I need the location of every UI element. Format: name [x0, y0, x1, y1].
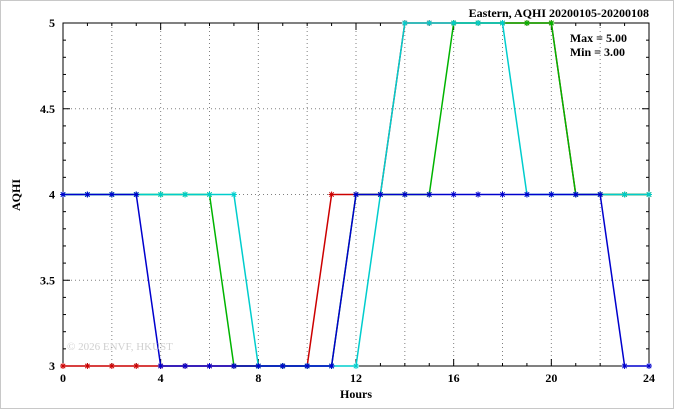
- svg-text:8: 8: [255, 371, 261, 385]
- svg-text:4: 4: [49, 188, 55, 202]
- svg-text:12: 12: [350, 371, 362, 385]
- annotation-min: Min = 3.00: [569, 45, 625, 59]
- svg-text:24: 24: [643, 371, 655, 385]
- svg-text:20: 20: [545, 371, 557, 385]
- x-tick-labels: 0 4 8 12 16 20 24: [60, 371, 655, 385]
- x-axis-title: Hours: [339, 387, 372, 401]
- svg-text:3.5: 3.5: [40, 273, 55, 287]
- y-axis-title: AQHI: [9, 179, 23, 212]
- chart-title: Eastern, AQHI 20200105-20200108: [468, 6, 649, 20]
- watermark: © 2026 ENVF, HKUST: [67, 341, 173, 353]
- svg-text:3: 3: [49, 359, 55, 373]
- max-min-annotation: Max = 5.00 Min = 3.00: [570, 31, 627, 59]
- svg-text:5: 5: [49, 16, 55, 30]
- svg-text:0: 0: [60, 371, 66, 385]
- annotation-max: Max = 5.00: [569, 31, 627, 45]
- svg-text:4: 4: [158, 371, 164, 385]
- svg-text:16: 16: [448, 371, 460, 385]
- series-20200108: [60, 191, 652, 369]
- svg-text:4.5: 4.5: [40, 102, 55, 116]
- y-tick-labels: 3 3.5 4 4.5 5: [40, 16, 55, 373]
